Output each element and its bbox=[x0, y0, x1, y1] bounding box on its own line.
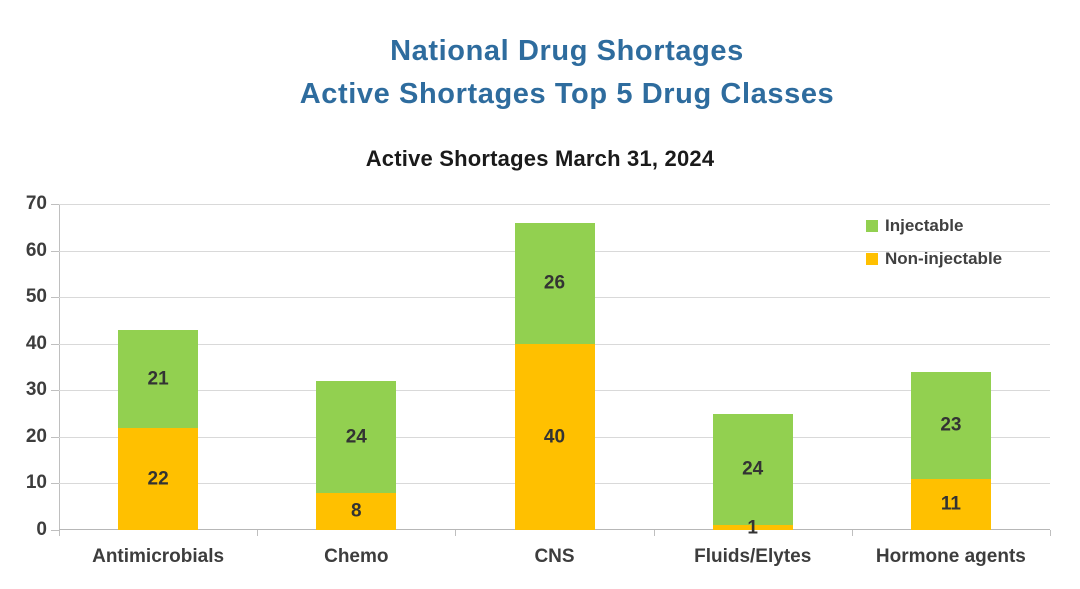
y-axis-label: 50 bbox=[25, 286, 47, 308]
bar-value-label: 24 bbox=[345, 426, 367, 448]
bar-segment-non-injectable bbox=[514, 343, 595, 530]
legend-swatch-icon bbox=[866, 220, 878, 232]
bar-value-label: 1 bbox=[747, 517, 758, 539]
bar-segment-injectable bbox=[910, 371, 991, 479]
x-axis-label: CNS bbox=[534, 546, 575, 567]
x-axis-tick bbox=[653, 530, 655, 536]
y-axis-tick bbox=[51, 483, 59, 485]
x-axis-label: Hormone agents bbox=[875, 546, 1026, 567]
bar-segment-non-injectable bbox=[712, 525, 793, 530]
bar-value-label: 26 bbox=[543, 272, 566, 294]
bar-value-label: 24 bbox=[742, 458, 764, 480]
grid-line-y70 bbox=[59, 204, 1050, 205]
bar-value-label: 23 bbox=[940, 414, 962, 436]
bar-value-label: 11 bbox=[940, 493, 961, 515]
y-axis-tick bbox=[51, 530, 59, 531]
legend-swatch-icon bbox=[866, 253, 878, 265]
chart-title: Active Shortages March 31, 2024 bbox=[365, 146, 715, 171]
bar-value-label: 22 bbox=[147, 468, 169, 490]
y-axis-tick bbox=[51, 250, 59, 252]
legend-item-injectable: Injectable bbox=[866, 216, 1002, 236]
legend-label: Non-injectable bbox=[885, 249, 1003, 268]
y-axis-tick bbox=[51, 204, 59, 205]
x-axis-label: Antimicrobials bbox=[92, 546, 225, 567]
y-axis-tick bbox=[51, 297, 59, 299]
x-axis-label: Chemo bbox=[324, 546, 389, 567]
page-title-line1: National Drug Shortages bbox=[390, 35, 744, 67]
plot-area: Injectable Non-injectable 0 10 20 30 40 50 60 70… bbox=[26, 193, 1051, 567]
y-axis-tick bbox=[51, 436, 59, 438]
y-axis-label: 10 bbox=[25, 472, 47, 494]
bar-value-label: 8 bbox=[351, 500, 362, 522]
y-axis-label: 0 bbox=[36, 519, 47, 540]
x-axis-tick bbox=[1050, 530, 1051, 536]
y-axis-label: 20 bbox=[25, 425, 47, 447]
x-axis-tick bbox=[455, 530, 457, 536]
bar-value-label: 21 bbox=[147, 368, 169, 390]
x-axis-tick bbox=[59, 530, 60, 536]
bar-value-label: 40 bbox=[543, 426, 566, 448]
y-axis-label: 70 bbox=[25, 193, 47, 214]
bar-segment-non-injectable bbox=[118, 427, 199, 530]
y-axis-label: 40 bbox=[25, 332, 47, 354]
legend-item-non-injectable: Non-injectable bbox=[866, 249, 1002, 269]
page-title-line2: Active Shortages Top 5 Drug Classes bbox=[299, 78, 835, 110]
bar-segment-injectable bbox=[712, 413, 793, 526]
x-axis-tick bbox=[257, 530, 259, 536]
bar-segment-non-injectable bbox=[910, 478, 991, 530]
y-axis-line bbox=[59, 204, 60, 530]
y-axis-tick bbox=[51, 390, 59, 392]
x-axis-tick bbox=[851, 530, 853, 536]
bar-segment-non-injectable bbox=[316, 492, 397, 530]
y-axis-label: 30 bbox=[25, 379, 47, 401]
y-axis-tick bbox=[51, 343, 59, 345]
bar-segment-injectable bbox=[118, 329, 199, 428]
legend-label: Injectable bbox=[885, 216, 964, 235]
legend: Injectable Non-injectable bbox=[866, 216, 1002, 269]
y-axis-label: 60 bbox=[25, 239, 47, 261]
bar-segment-injectable bbox=[316, 380, 397, 493]
x-axis-label: Fluids/Elytes bbox=[694, 546, 812, 567]
page-title: National Drug Shortages Active Shortages… bbox=[27, 30, 1080, 116]
bar-segment-injectable bbox=[514, 222, 595, 344]
